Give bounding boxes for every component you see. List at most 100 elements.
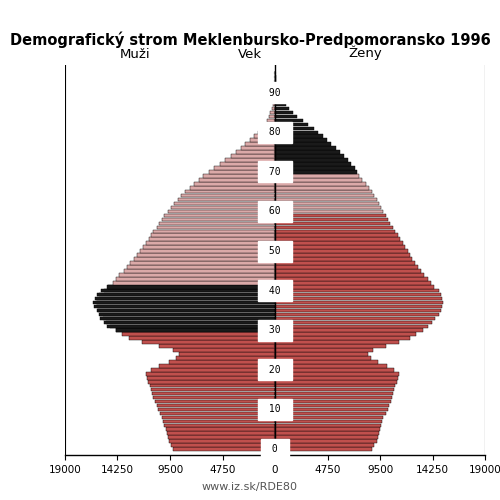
Bar	[275, 75, 276, 78]
Bar	[116, 328, 275, 332]
Bar	[275, 408, 388, 411]
Bar	[274, 99, 275, 102]
Bar	[275, 162, 351, 166]
Bar	[151, 368, 275, 372]
Bar	[268, 114, 275, 118]
Bar	[146, 372, 275, 376]
Bar	[275, 372, 399, 376]
Bar	[144, 246, 275, 249]
Bar	[275, 269, 421, 272]
Bar	[275, 214, 386, 217]
Text: Demografický strom Meklenbursko-Predpomoransko 1996: Demografický strom Meklenbursko-Predpomo…	[10, 32, 490, 48]
Bar	[275, 134, 322, 138]
Bar	[274, 91, 275, 94]
Bar	[275, 242, 403, 245]
Bar	[174, 448, 275, 451]
Bar	[231, 154, 275, 158]
Bar	[275, 336, 410, 340]
Bar	[134, 257, 275, 261]
Text: 60: 60	[263, 206, 287, 216]
Bar	[159, 344, 275, 348]
Bar	[98, 308, 275, 312]
Bar	[275, 273, 424, 276]
Bar	[203, 174, 275, 178]
Bar	[275, 265, 418, 268]
Text: 0: 0	[266, 444, 284, 454]
Bar	[164, 214, 275, 217]
Bar	[158, 408, 275, 411]
Bar	[140, 250, 275, 253]
Bar	[264, 122, 275, 126]
Bar	[240, 146, 275, 150]
Bar	[106, 320, 275, 324]
Bar	[110, 324, 275, 328]
Bar	[275, 230, 396, 233]
Bar	[275, 218, 388, 221]
Bar	[116, 328, 275, 332]
Text: 40: 40	[263, 286, 287, 296]
Bar	[275, 83, 276, 86]
Bar	[159, 364, 275, 368]
Bar	[174, 348, 275, 352]
Bar	[275, 210, 384, 214]
Bar	[275, 257, 412, 261]
Bar	[154, 396, 275, 400]
Bar	[275, 297, 442, 300]
Bar	[151, 234, 275, 237]
Text: Muži: Muži	[120, 48, 150, 60]
Bar	[275, 360, 378, 364]
Bar	[122, 332, 275, 336]
Bar	[160, 412, 275, 415]
Bar	[275, 254, 410, 257]
Bar	[164, 420, 275, 423]
Bar	[275, 289, 438, 292]
Bar	[124, 269, 275, 272]
Bar	[275, 99, 282, 102]
Bar	[275, 122, 308, 126]
Bar	[190, 186, 275, 190]
Bar	[102, 289, 275, 292]
Bar	[186, 190, 275, 194]
Bar	[171, 444, 275, 447]
Bar	[147, 376, 275, 380]
Bar	[275, 281, 431, 284]
Bar	[275, 166, 354, 170]
Bar	[275, 114, 297, 118]
Text: www.iz.sk/RDE80: www.iz.sk/RDE80	[202, 482, 298, 492]
Bar	[166, 428, 275, 431]
Bar	[275, 380, 396, 384]
Bar	[150, 384, 275, 388]
Bar	[142, 340, 275, 344]
Bar	[107, 285, 275, 288]
Bar	[226, 158, 275, 162]
Bar	[275, 308, 441, 312]
Bar	[275, 261, 416, 265]
Bar	[275, 332, 416, 336]
Bar	[275, 126, 314, 130]
Text: Vek: Vek	[238, 48, 262, 60]
Bar	[169, 360, 275, 364]
Bar	[275, 110, 292, 114]
Bar	[275, 194, 374, 198]
Bar	[275, 304, 442, 308]
Bar	[275, 444, 374, 447]
Text: 50: 50	[263, 246, 287, 256]
Bar	[270, 110, 275, 114]
Text: 80: 80	[263, 128, 287, 138]
Text: Ženy: Ženy	[348, 46, 382, 60]
Bar	[149, 238, 275, 241]
Text: 30: 30	[263, 326, 287, 336]
Bar	[275, 436, 378, 439]
Bar	[275, 352, 368, 356]
Bar	[100, 312, 275, 316]
Text: 20: 20	[263, 365, 287, 375]
Bar	[275, 182, 366, 186]
Bar	[148, 380, 275, 384]
Bar	[92, 301, 275, 304]
Bar	[151, 388, 275, 392]
Bar	[275, 285, 434, 288]
Bar	[112, 281, 275, 284]
Bar	[116, 277, 275, 280]
Bar	[275, 301, 443, 304]
Bar	[275, 388, 394, 392]
